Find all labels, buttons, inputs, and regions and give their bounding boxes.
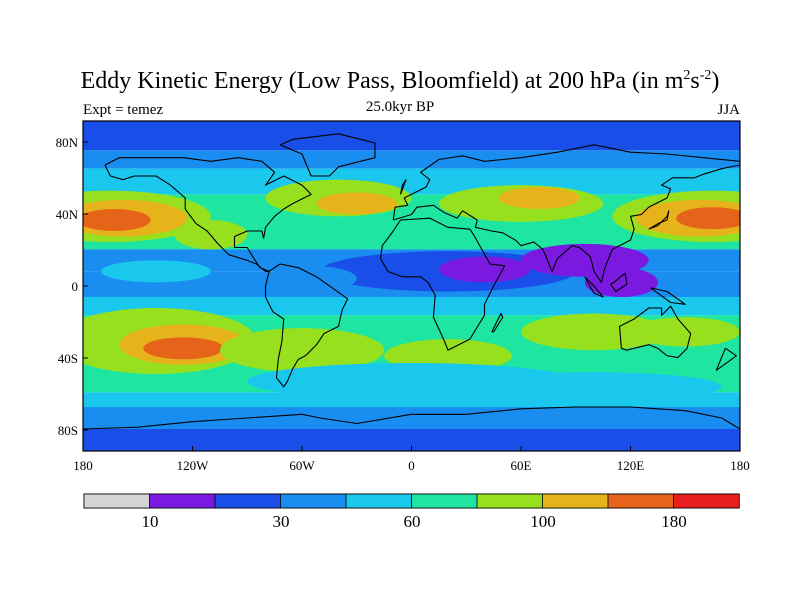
field-contour <box>316 192 397 215</box>
colorbar-swatch <box>280 493 347 509</box>
colorbar-label: 10 <box>142 512 159 531</box>
colorbar-swatch <box>673 493 740 509</box>
coast-sumatra <box>584 276 604 298</box>
field-contour <box>438 256 531 283</box>
field-contour <box>143 337 224 360</box>
coast-madagascar <box>491 312 504 333</box>
field-contour <box>466 372 722 402</box>
coastlines <box>83 133 740 430</box>
lon-tick-label: 180 <box>730 458 750 473</box>
coast-eurasia-south <box>393 164 740 283</box>
field-band <box>83 407 740 429</box>
colorbar-swatch <box>411 493 478 509</box>
coast-greenland <box>279 133 376 177</box>
lat-axis: 80N 40N 0 40S 80S <box>56 135 88 438</box>
colorbar: 10 30 60 100 180 <box>83 493 740 531</box>
lat-tick-label: 80S <box>58 423 78 438</box>
coast-antarctica <box>83 406 740 430</box>
eke-field <box>83 121 740 451</box>
lon-tick-label: 60W <box>289 458 315 473</box>
coast-north-america <box>104 157 312 272</box>
coast-new-zealand <box>715 347 737 371</box>
colorbar-swatch <box>149 493 216 509</box>
experiment-label: Expt = temez <box>83 102 164 118</box>
field-contour <box>676 207 740 230</box>
plot-subtitle: 25.0kyr BP <box>365 99 435 115</box>
field-contour <box>265 265 357 292</box>
coast-new-guinea <box>650 287 686 305</box>
colorbar-label: 100 <box>530 512 556 531</box>
colorbar-swatch <box>345 493 413 509</box>
colorbar-swatch <box>476 493 544 509</box>
coast-japan <box>648 210 670 230</box>
lon-tick-label: 0 <box>408 458 415 473</box>
field-contour <box>499 187 580 209</box>
field-contour <box>219 328 385 373</box>
colorbar-label: 30 <box>273 512 290 531</box>
lon-tick-label: 60E <box>511 458 532 473</box>
field-contour <box>101 260 211 283</box>
field-band <box>83 429 740 451</box>
colorbar-label: 60 <box>404 512 421 531</box>
coast-australia <box>618 305 692 359</box>
field-band <box>83 297 740 316</box>
season-label: JJA <box>717 102 740 118</box>
colorbar-swatch <box>607 493 675 509</box>
colorbar-swatch <box>542 493 609 509</box>
lat-tick-label: 40S <box>58 351 78 366</box>
field-contour <box>521 313 667 351</box>
coast-south-america <box>264 263 349 388</box>
coast-africa <box>379 217 506 351</box>
field-contour <box>83 209 151 231</box>
coast-borneo <box>609 272 628 293</box>
colorbar-label: 180 <box>661 512 687 531</box>
lat-tick-label: 40N <box>56 207 79 222</box>
plot-title: Eddy Kinetic Energy (Low Pass, Bloomfiel… <box>80 68 720 94</box>
coast-eurasia-north <box>392 144 740 221</box>
lon-tick-label: 180 <box>73 458 93 473</box>
field-band <box>83 168 740 195</box>
field-contour <box>630 317 740 347</box>
lon-axis: 180 120W 60W 0 60E 120E 180 <box>73 446 750 473</box>
field-band <box>83 121 740 151</box>
lat-tick-label: 0 <box>72 279 79 294</box>
field-band <box>83 150 740 169</box>
colorbar-swatch <box>214 493 282 509</box>
colorbar-swatch <box>83 493 151 509</box>
lat-tick-label: 80N <box>56 135 79 150</box>
coast-britain <box>400 179 407 195</box>
lon-tick-label: 120W <box>177 458 210 473</box>
field-contour <box>584 267 658 298</box>
lon-tick-label: 120E <box>617 458 645 473</box>
